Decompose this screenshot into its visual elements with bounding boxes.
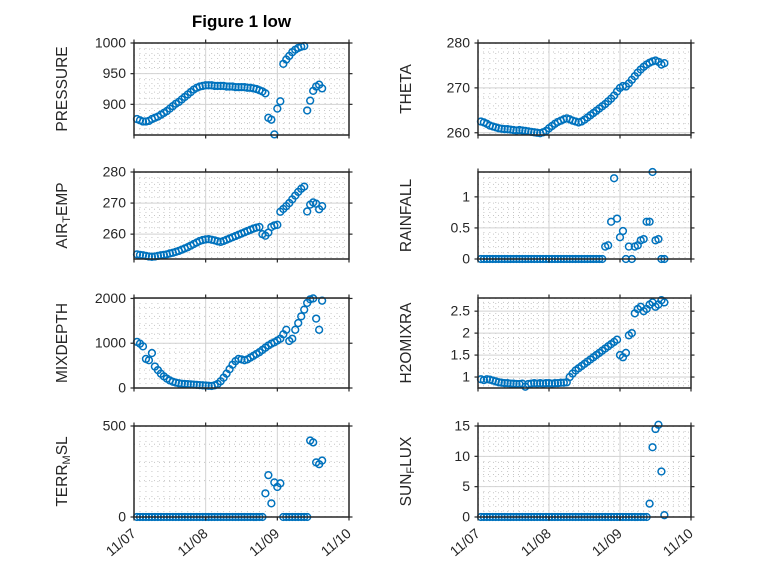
svg-text:500: 500 [103, 418, 127, 434]
tick-marks [474, 294, 695, 392]
svg-text:1: 1 [462, 369, 470, 385]
y-axis-label-pressure: PRESSURE [54, 46, 71, 131]
major-grid [205, 426, 278, 517]
svg-text:11/07: 11/07 [103, 525, 139, 559]
svg-text:0: 0 [118, 380, 126, 396]
y-tick-labels: 0 500 [103, 418, 127, 525]
x-tick-labels: 11/07 11/08 11/09 11/10 [103, 525, 354, 559]
axes-box [477, 42, 692, 136]
minor-grid [478, 172, 691, 259]
axes-box [133, 42, 350, 136]
minor-grid [478, 43, 691, 135]
svg-text:1000: 1000 [95, 35, 126, 51]
data-points [132, 294, 327, 391]
svg-text:2: 2 [462, 325, 470, 341]
plot-canvas-air_temp: 260 270 280 AIRTEMP [54, 164, 353, 263]
y-axis-label-h2omixra: H2OMIXRA [398, 302, 415, 384]
y-tick-labels: 260 270 280 [103, 164, 127, 242]
plot-canvas-terr_msl: 0 500 11/07 11/08 11/09 11/10 TERRMSL [54, 418, 354, 560]
y-axis-label-rainfall: RAINFALL [398, 179, 415, 253]
minor-grid [478, 298, 691, 388]
svg-text:260: 260 [103, 226, 127, 242]
y-axis-label-theta: THETA [398, 64, 415, 114]
subplot-terr-msl: 0 500 11/07 11/08 11/09 11/10 TERRMSL [54, 414, 363, 583]
data-points [132, 436, 327, 522]
svg-text:260: 260 [447, 124, 471, 140]
plot-canvas-pressure: 900 950 1000 PRESSURE [54, 35, 353, 139]
svg-text:11/10: 11/10 [318, 525, 354, 559]
tick-marks [474, 168, 695, 263]
svg-text:280: 280 [103, 164, 127, 180]
svg-text:11/08: 11/08 [174, 525, 210, 559]
minor-grid [478, 426, 691, 517]
y-axis-label-sun_flux: SUNFLUX [398, 436, 417, 506]
subplot-mixdepth: 0 1000 2000 MIXDEPTH [54, 286, 363, 454]
svg-text:11/07: 11/07 [447, 525, 483, 559]
tick-marks [130, 294, 353, 392]
data-points [476, 56, 669, 138]
tick-marks [130, 422, 353, 521]
y-tick-labels: 0 5 10 15 [454, 418, 470, 525]
subplot-air-temp: 260 270 280 AIRTEMP [54, 160, 363, 325]
svg-text:11/09: 11/09 [589, 525, 625, 559]
subplot-h2omixra: 1 1.5 2 2.5 H2OMIXRA [398, 286, 705, 454]
axes-box [477, 171, 692, 260]
major-grid [478, 172, 691, 259]
subplot-theta: 260 270 280 THETA [398, 31, 705, 201]
svg-text:0: 0 [462, 509, 470, 525]
svg-text:2.5: 2.5 [451, 303, 471, 319]
major-grid [134, 172, 349, 259]
y-axis-label-air_temp: AIRTEMP [54, 182, 73, 248]
figure-title: Figure 1 low [191, 12, 292, 31]
major-grid [478, 298, 691, 388]
tick-marks [130, 168, 353, 263]
subplot-sun-flux: 0 5 10 15 11/07 11/08 11/09 11/10 SUNFLUX [398, 414, 705, 583]
svg-text:11/08: 11/08 [518, 525, 554, 559]
svg-text:270: 270 [447, 79, 471, 95]
y-tick-labels: 900 950 1000 [95, 35, 126, 112]
tick-marks [130, 39, 353, 139]
axes-box [133, 425, 350, 518]
y-tick-labels: 0 1000 2000 [95, 290, 126, 396]
svg-text:270: 270 [103, 195, 127, 211]
plot-canvas-h2omixra: 1 1.5 2 2.5 H2OMIXRA [398, 294, 695, 392]
svg-text:900: 900 [103, 96, 127, 112]
y-axis-label-terr_msl: TERRMSL [54, 436, 73, 507]
tick-marks [474, 39, 695, 139]
subplot-rainfall: 0 0.5 1 RAINFALL [398, 160, 705, 325]
minor-grid [134, 426, 349, 517]
subplot-pressure: 900 950 1000 PRESSURE [54, 31, 363, 201]
svg-text:0: 0 [118, 509, 126, 525]
svg-text:0: 0 [462, 251, 470, 267]
svg-text:1: 1 [462, 188, 470, 204]
y-tick-labels: 00.51 [451, 188, 471, 266]
y-axis-label-mixdepth: MIXDEPTH [54, 303, 71, 383]
y-tick-labels: 1 1.5 2 2.5 [451, 303, 471, 385]
svg-text:10: 10 [454, 448, 470, 464]
minor-grid [134, 172, 349, 259]
axes-box [133, 171, 350, 260]
axes-box [477, 297, 692, 389]
svg-text:280: 280 [447, 35, 471, 51]
y-tick-labels: 260 270 280 [447, 35, 471, 141]
plot-canvas-theta: 260 270 280 THETA [398, 35, 695, 141]
axes-box [477, 425, 692, 518]
x-tick-labels: 11/07 11/08 11/09 11/10 [447, 525, 696, 559]
svg-text:1000: 1000 [95, 335, 126, 351]
svg-text:15: 15 [454, 418, 470, 434]
svg-text:0.5: 0.5 [451, 219, 471, 235]
svg-text:2000: 2000 [95, 290, 126, 306]
svg-text:950: 950 [103, 65, 127, 81]
tick-marks [474, 422, 695, 521]
plot-canvas-mixdepth: 0 1000 2000 MIXDEPTH [54, 290, 353, 396]
svg-text:11/10: 11/10 [660, 525, 696, 559]
svg-text:1.5: 1.5 [451, 347, 471, 363]
svg-text:5: 5 [462, 478, 470, 494]
plot-canvas-sun_flux: 0 5 10 15 11/07 11/08 11/09 11/10 SUNFLUX [398, 418, 696, 560]
data-points [132, 41, 327, 139]
svg-text:11/09: 11/09 [246, 525, 282, 559]
major-grid [478, 426, 691, 517]
